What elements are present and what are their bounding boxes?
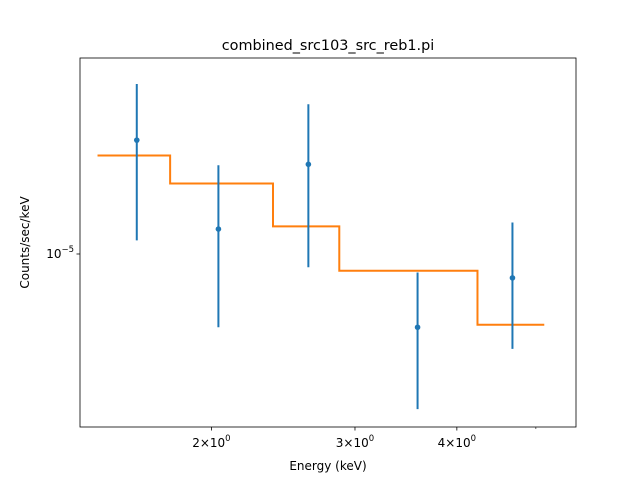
chart-title: combined_src103_src_reb1.pi	[222, 38, 435, 54]
x-tick-label: 2×100	[192, 434, 230, 450]
data-point	[305, 161, 312, 168]
data-point	[215, 226, 222, 232]
data-point	[414, 324, 421, 331]
x-tick-label: 3×100	[336, 434, 374, 450]
x-axis-label: Energy (keV)	[289, 459, 366, 473]
data-point	[509, 275, 516, 281]
plot-area	[97, 83, 545, 410]
plot-frame	[79, 57, 577, 428]
axis-ticks: 2×100 3×100 4×100 10−5	[46, 245, 537, 450]
model-step-line	[97, 154, 545, 326]
x-tick-label: 4×100	[438, 434, 476, 450]
y-axis-label: Counts/sec/keV	[18, 196, 32, 289]
y-tick-label: 10−5	[46, 245, 74, 261]
data-point	[133, 137, 140, 143]
